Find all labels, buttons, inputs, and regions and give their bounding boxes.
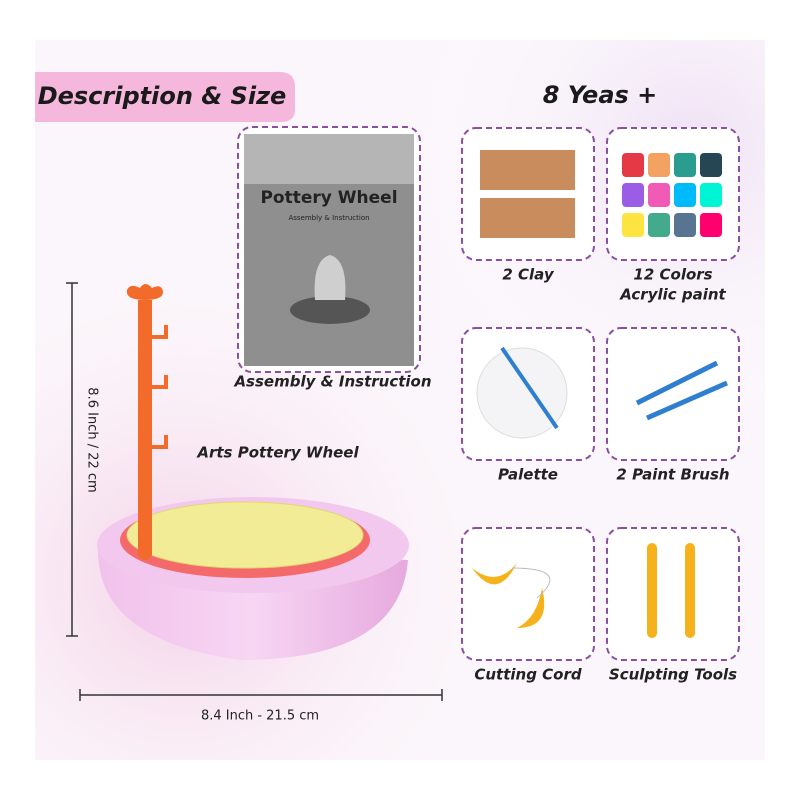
paint-pot xyxy=(674,153,696,177)
paint-pot xyxy=(648,153,670,177)
post-hooks xyxy=(152,325,168,449)
post-top xyxy=(126,284,163,300)
cord xyxy=(511,567,551,599)
paint-pot xyxy=(700,153,722,177)
item-caption: Acrylic paint xyxy=(619,286,726,304)
age-label: 8 Yeas + xyxy=(543,81,658,109)
paint-pot xyxy=(622,153,644,177)
item-frame xyxy=(606,527,740,661)
item-caption: Sculpting Tools xyxy=(609,666,737,684)
manual-band xyxy=(244,134,414,184)
manual-title: Pottery Wheel xyxy=(260,188,397,208)
tool-post xyxy=(138,300,152,560)
items-grid: 2 Clay 12 Colors Acrylic paint Palette 2 Pai… xyxy=(461,127,740,684)
turntable xyxy=(126,501,364,569)
manual-caption: Assembly & Instruction xyxy=(233,373,431,391)
paint-pot xyxy=(700,213,722,237)
paint-pot xyxy=(648,183,670,207)
paint-pot xyxy=(674,183,696,207)
item-frame xyxy=(606,327,740,461)
item-caption: Cutting Cord xyxy=(474,666,582,684)
item-frame xyxy=(461,127,595,261)
product-label: Arts Pottery Wheel xyxy=(196,444,359,462)
brush xyxy=(645,380,729,421)
clay xyxy=(480,150,575,190)
brush xyxy=(500,346,559,430)
paint-pot xyxy=(622,183,644,207)
item-frame xyxy=(461,527,595,661)
item-caption: Palette xyxy=(498,466,558,484)
item-caption: 2 Paint Brush xyxy=(616,466,729,484)
clay xyxy=(480,198,575,238)
item-caption: 12 Colors xyxy=(633,266,712,284)
title-banner xyxy=(35,72,295,122)
brush xyxy=(635,360,719,406)
title: Description & Size xyxy=(38,82,287,110)
sculpt-tool xyxy=(685,543,695,638)
height-label: 8.6 Inch / 22 cm xyxy=(85,387,100,492)
item-caption: 2 Clay xyxy=(502,266,554,284)
cutting-tool xyxy=(472,563,517,585)
paint-pot xyxy=(674,213,696,237)
palette xyxy=(476,347,568,439)
paint-pot xyxy=(700,183,722,207)
sculpt-tool xyxy=(647,543,657,638)
manual-subtitle: Assembly & Instruction xyxy=(288,214,369,222)
paint-pot xyxy=(648,213,670,237)
paint-pot xyxy=(622,213,644,237)
cutting-tool xyxy=(517,588,545,628)
manual-vase xyxy=(314,255,346,300)
manual-wheel xyxy=(290,296,370,324)
width-label: 8.4 Inch - 21.5 cm xyxy=(201,709,319,724)
